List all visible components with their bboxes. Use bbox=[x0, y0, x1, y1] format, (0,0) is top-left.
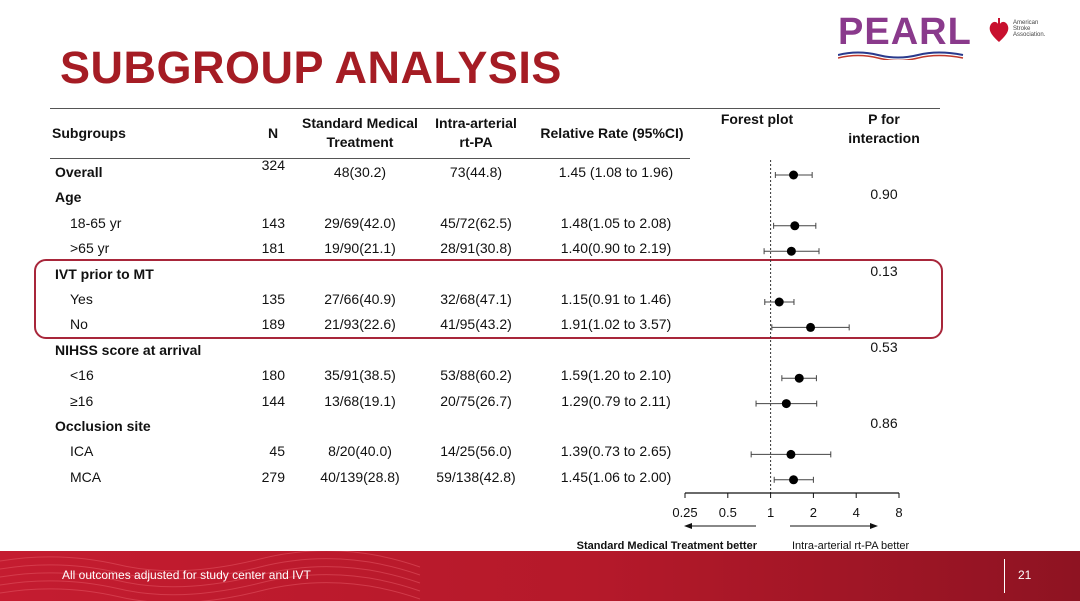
row-label: Overall bbox=[55, 164, 103, 180]
ivt-highlight-box bbox=[34, 259, 943, 339]
row-label: Occlusion site bbox=[55, 418, 151, 434]
row-rr: 1.40(0.90 to 2.19) bbox=[560, 240, 672, 257]
row-rr: 1.39(0.73 to 2.65) bbox=[560, 443, 672, 460]
row-p: 0.13 bbox=[870, 262, 898, 279]
row-ia: 32/68(47.1) bbox=[440, 291, 512, 307]
header-subgroups: Subgroups bbox=[52, 125, 126, 141]
row-ia: 53/88(60.2) bbox=[440, 367, 512, 384]
row-ia: 28/91(30.8) bbox=[440, 240, 512, 257]
aha-logo-line: Stroke bbox=[1013, 26, 1031, 32]
row-smt: 29/69(42.0) bbox=[324, 214, 396, 231]
row-smt: 8/20(40.0) bbox=[328, 443, 392, 460]
estimate-point bbox=[786, 246, 796, 256]
estimate-point bbox=[786, 449, 796, 459]
row-smt: 19/90(21.1) bbox=[324, 240, 396, 257]
row-n: 45 bbox=[269, 443, 285, 460]
row-label: No bbox=[70, 316, 88, 333]
x-tick-label: 4 bbox=[853, 505, 860, 520]
row-label: >65 yr bbox=[70, 240, 110, 257]
row-ia: 45/72(62.5) bbox=[440, 214, 512, 231]
row-smt: 27/66(40.9) bbox=[324, 291, 396, 307]
row-label: Age bbox=[55, 189, 82, 206]
row-label: MCA bbox=[70, 468, 102, 485]
heart-torch-icon bbox=[989, 18, 1009, 42]
estimate-point bbox=[774, 297, 784, 307]
right-favor-label: Intra-arterial rt-PA better bbox=[792, 540, 910, 552]
header-n: N bbox=[267, 125, 279, 141]
row-rr: 1.59(1.20 to 2.10) bbox=[560, 367, 672, 384]
row-label: NIHSS score at arrival bbox=[55, 341, 202, 358]
row-label: ICA bbox=[70, 443, 94, 460]
page-number: 21 bbox=[1018, 568, 1032, 582]
row-n: 189 bbox=[261, 316, 285, 333]
row-n: 135 bbox=[261, 291, 285, 307]
left-favor-label: Standard Medical Treatment better bbox=[577, 540, 758, 552]
row-label: IVT prior to MT bbox=[55, 265, 154, 282]
header-p: P for interaction bbox=[848, 111, 920, 146]
row-label: <16 bbox=[70, 367, 94, 384]
row-smt: 40/139(28.8) bbox=[320, 468, 400, 485]
header-forest: Forest plot bbox=[720, 111, 794, 127]
row-n: 144 bbox=[261, 392, 285, 409]
row-smt: 21/93(22.6) bbox=[324, 316, 396, 333]
row-ia: 20/75(26.7) bbox=[440, 392, 512, 409]
right-arrow-icon bbox=[870, 523, 878, 529]
row-label: 18-65 yr bbox=[70, 214, 122, 231]
row-ia: 73(44.8) bbox=[449, 164, 503, 180]
row-smt: 35/91(38.5) bbox=[324, 367, 396, 384]
row-n: 143 bbox=[261, 214, 285, 231]
row-ia: 14/25(56.0) bbox=[440, 443, 512, 460]
aha-logo-line: American bbox=[1013, 20, 1039, 26]
x-tick-label: 0.5 bbox=[719, 505, 737, 520]
estimate-point bbox=[781, 399, 791, 409]
estimate-point bbox=[806, 322, 816, 332]
row-n: 279 bbox=[261, 468, 285, 485]
header-smt: Standard Medical Treatment bbox=[302, 115, 418, 150]
row-label: Yes bbox=[70, 291, 93, 307]
estimate-point bbox=[794, 373, 804, 383]
row-rr: 1.48(1.05 to 2.08) bbox=[560, 214, 672, 231]
footer-bar: All outcomes adjusted for study center a… bbox=[0, 551, 1080, 601]
left-arrow-icon bbox=[684, 523, 692, 529]
estimate-point bbox=[790, 221, 800, 231]
footer-note: All outcomes adjusted for study center a… bbox=[62, 568, 311, 582]
header-ia: Intra-arterial rt-PA bbox=[435, 115, 517, 150]
row-rr: 1.45 (1.08 to 1.96) bbox=[558, 164, 674, 180]
row-p: 0.90 bbox=[870, 186, 898, 203]
pearl-logo: PEARL bbox=[838, 12, 971, 60]
row-smt: 48(30.2) bbox=[333, 164, 387, 180]
row-smt: 13/68(19.1) bbox=[324, 392, 396, 409]
pearl-logo-text: PEARL bbox=[838, 11, 972, 53]
row-ia: 59/138(42.8) bbox=[436, 468, 516, 485]
x-tick-label: 1 bbox=[767, 505, 774, 520]
row-ia: 41/95(43.2) bbox=[440, 316, 512, 333]
footer-wave-pattern bbox=[0, 551, 421, 601]
footer-separator bbox=[1004, 559, 1005, 593]
row-n: 180 bbox=[261, 367, 285, 384]
header-rr: Relative Rate (95%CI) bbox=[540, 125, 684, 141]
aha-logo: American Stroke Association. bbox=[988, 16, 1058, 52]
aha-logo-text: American Stroke Association. bbox=[1013, 20, 1055, 38]
row-n: 324 bbox=[261, 157, 285, 173]
estimate-point bbox=[789, 475, 799, 485]
row-rr: 1.29(0.79 to 2.11) bbox=[561, 392, 671, 409]
logo-wave-icon bbox=[838, 51, 964, 60]
row-label: ≥16 bbox=[70, 392, 94, 409]
header-bottom-rule bbox=[50, 158, 690, 159]
row-p: 0.53 bbox=[870, 338, 898, 355]
header-top-rule bbox=[50, 108, 940, 109]
row-rr: 1.15(0.91 to 1.46) bbox=[560, 291, 672, 307]
row-rr: 1.91(1.02 to 3.57) bbox=[560, 316, 672, 333]
row-rr: 1.45(1.06 to 2.00) bbox=[560, 468, 672, 485]
x-tick-label: 0.25 bbox=[672, 505, 697, 520]
x-tick-label: 8 bbox=[895, 505, 902, 520]
row-n: 181 bbox=[261, 240, 285, 257]
estimate-point bbox=[789, 170, 799, 180]
slide-title: SUBGROUP ANALYSIS bbox=[60, 42, 562, 93]
row-p: 0.86 bbox=[870, 415, 898, 431]
aha-logo-line: Association. bbox=[1013, 32, 1046, 38]
x-tick-label: 2 bbox=[810, 505, 817, 520]
